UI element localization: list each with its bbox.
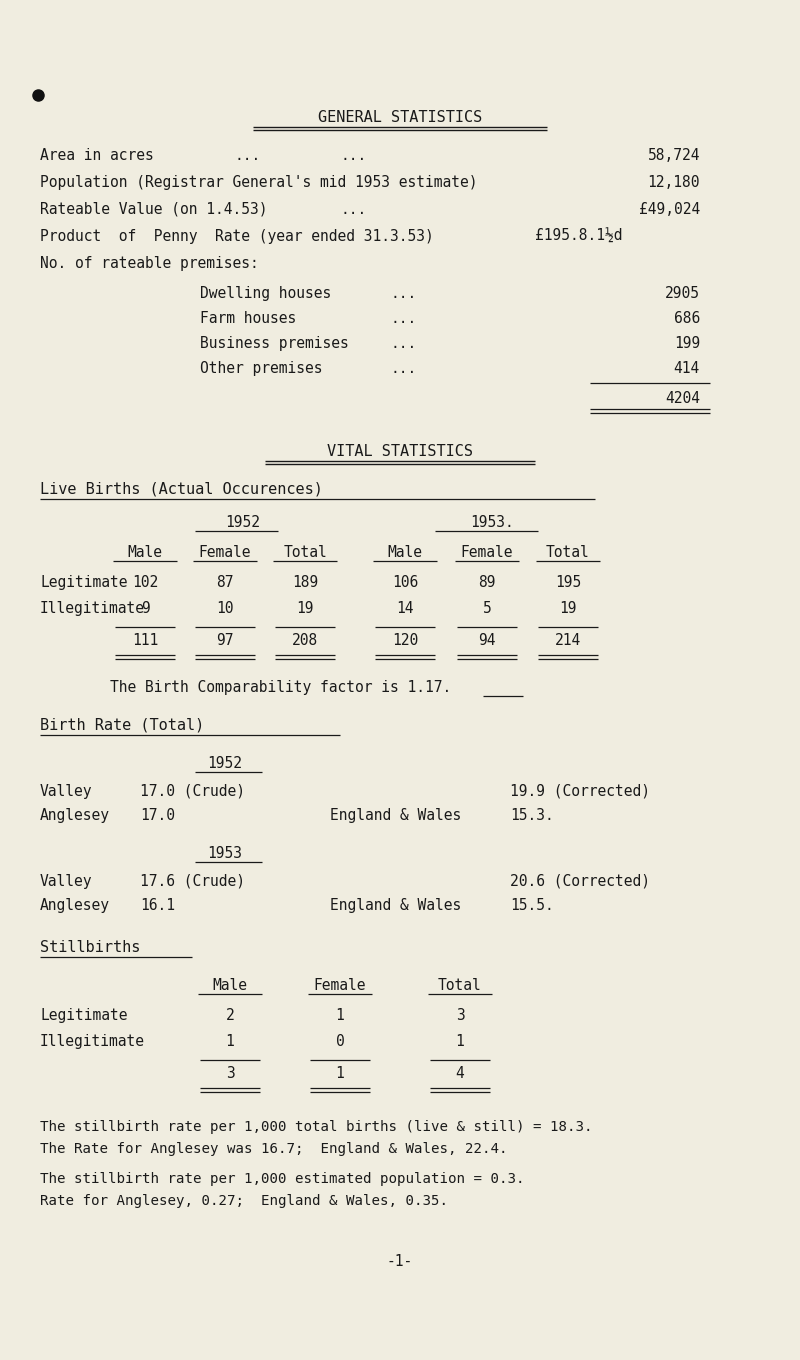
Text: The Birth Comparability factor is 1.17.: The Birth Comparability factor is 1.17. bbox=[110, 680, 451, 695]
Text: Farm houses: Farm houses bbox=[200, 311, 296, 326]
Text: Rateable Value (on 1.4.53): Rateable Value (on 1.4.53) bbox=[40, 203, 267, 218]
Text: 19: 19 bbox=[296, 601, 314, 616]
Text: ...: ... bbox=[340, 148, 366, 163]
Text: Male: Male bbox=[213, 978, 247, 993]
Text: Rate for Anglesey, 0.27;  England & Wales, 0.35.: Rate for Anglesey, 0.27; England & Wales… bbox=[40, 1194, 448, 1208]
Text: Illegitimate: Illegitimate bbox=[40, 1034, 145, 1049]
Text: Population (Registrar General's mid 1953 estimate): Population (Registrar General's mid 1953… bbox=[40, 175, 478, 190]
Text: Female: Female bbox=[461, 545, 514, 560]
Text: Female: Female bbox=[314, 978, 366, 993]
Text: England & Wales: England & Wales bbox=[330, 808, 462, 823]
Text: -1-: -1- bbox=[387, 1254, 413, 1269]
Text: 1: 1 bbox=[336, 1008, 344, 1023]
Text: England & Wales: England & Wales bbox=[330, 898, 462, 913]
Text: Male: Male bbox=[127, 545, 162, 560]
Text: 16.1: 16.1 bbox=[140, 898, 175, 913]
Text: 3: 3 bbox=[456, 1008, 464, 1023]
Text: 10: 10 bbox=[216, 601, 234, 616]
Text: Anglesey: Anglesey bbox=[40, 808, 110, 823]
Text: Legitimate: Legitimate bbox=[40, 1008, 127, 1023]
Text: 1: 1 bbox=[336, 1066, 344, 1081]
Text: 106: 106 bbox=[392, 575, 418, 590]
Text: 1953.: 1953. bbox=[470, 515, 514, 530]
Text: 19: 19 bbox=[559, 601, 577, 616]
Text: 208: 208 bbox=[292, 632, 318, 647]
Text: ...: ... bbox=[340, 203, 366, 218]
Text: ...: ... bbox=[390, 336, 416, 351]
Text: The stillbirth rate per 1,000 total births (live & still) = 18.3.: The stillbirth rate per 1,000 total birt… bbox=[40, 1121, 593, 1134]
Text: 17.0: 17.0 bbox=[140, 808, 175, 823]
Text: 686: 686 bbox=[674, 311, 700, 326]
Text: 414: 414 bbox=[674, 360, 700, 375]
Text: Female: Female bbox=[198, 545, 251, 560]
Text: 3: 3 bbox=[226, 1066, 234, 1081]
Text: 17.6 (Crude): 17.6 (Crude) bbox=[140, 874, 245, 889]
Text: Valley: Valley bbox=[40, 783, 93, 800]
Text: 120: 120 bbox=[392, 632, 418, 647]
Text: 1953: 1953 bbox=[207, 846, 242, 861]
Text: ...: ... bbox=[390, 360, 416, 375]
Text: 94: 94 bbox=[478, 632, 496, 647]
Text: 58,724: 58,724 bbox=[647, 148, 700, 163]
Text: 1: 1 bbox=[456, 1034, 464, 1049]
Text: 102: 102 bbox=[132, 575, 158, 590]
Text: Illegitimate: Illegitimate bbox=[40, 601, 145, 616]
Text: No. of rateable premises:: No. of rateable premises: bbox=[40, 256, 258, 271]
Text: 2905: 2905 bbox=[665, 286, 700, 301]
Text: 1952: 1952 bbox=[225, 515, 260, 530]
Text: Birth Rate (Total): Birth Rate (Total) bbox=[40, 718, 204, 733]
Text: Business premises: Business premises bbox=[200, 336, 349, 351]
Text: 2: 2 bbox=[226, 1008, 234, 1023]
Text: Total: Total bbox=[438, 978, 482, 993]
Text: Legitimate: Legitimate bbox=[40, 575, 127, 590]
Text: Other premises: Other premises bbox=[200, 360, 322, 375]
Text: 20.6 (Corrected): 20.6 (Corrected) bbox=[510, 874, 650, 889]
Text: £49,024: £49,024 bbox=[638, 203, 700, 218]
Text: 4: 4 bbox=[456, 1066, 464, 1081]
Text: ...: ... bbox=[235, 148, 262, 163]
Text: VITAL STATISTICS: VITAL STATISTICS bbox=[327, 443, 473, 460]
Text: 189: 189 bbox=[292, 575, 318, 590]
Text: 4204: 4204 bbox=[665, 392, 700, 407]
Text: 199: 199 bbox=[674, 336, 700, 351]
Text: 15.5.: 15.5. bbox=[510, 898, 554, 913]
Text: Dwelling houses: Dwelling houses bbox=[200, 286, 331, 301]
Text: ...: ... bbox=[390, 311, 416, 326]
Text: £195.8.1½d: £195.8.1½d bbox=[535, 228, 622, 243]
Text: 17.0 (Crude): 17.0 (Crude) bbox=[140, 783, 245, 800]
Text: 87: 87 bbox=[216, 575, 234, 590]
Text: Valley: Valley bbox=[40, 874, 93, 889]
Text: 1952: 1952 bbox=[207, 756, 242, 771]
Text: ...: ... bbox=[390, 286, 416, 301]
Text: 89: 89 bbox=[478, 575, 496, 590]
Text: Stillbirths: Stillbirths bbox=[40, 940, 140, 955]
Text: 1: 1 bbox=[226, 1034, 234, 1049]
Text: 111: 111 bbox=[132, 632, 158, 647]
Text: 97: 97 bbox=[216, 632, 234, 647]
Text: Product  of  Penny  Rate (year ended 31.3.53): Product of Penny Rate (year ended 31.3.5… bbox=[40, 228, 434, 243]
Text: The Rate for Anglesey was 16.7;  England & Wales, 22.4.: The Rate for Anglesey was 16.7; England … bbox=[40, 1142, 507, 1156]
Text: 15.3.: 15.3. bbox=[510, 808, 554, 823]
Text: 195: 195 bbox=[555, 575, 581, 590]
Text: 12,180: 12,180 bbox=[647, 175, 700, 190]
Text: Total: Total bbox=[546, 545, 590, 560]
Text: 5: 5 bbox=[482, 601, 491, 616]
Text: 9: 9 bbox=[141, 601, 150, 616]
Text: Area in acres: Area in acres bbox=[40, 148, 154, 163]
Text: 19.9 (Corrected): 19.9 (Corrected) bbox=[510, 783, 650, 800]
Text: 214: 214 bbox=[555, 632, 581, 647]
Text: 0: 0 bbox=[336, 1034, 344, 1049]
Text: GENERAL STATISTICS: GENERAL STATISTICS bbox=[318, 110, 482, 125]
Text: Male: Male bbox=[387, 545, 422, 560]
Text: Live Births (Actual Occurences): Live Births (Actual Occurences) bbox=[40, 481, 323, 496]
Text: Total: Total bbox=[283, 545, 327, 560]
Text: The stillbirth rate per 1,000 estimated population = 0.3.: The stillbirth rate per 1,000 estimated … bbox=[40, 1172, 525, 1186]
Text: 14: 14 bbox=[396, 601, 414, 616]
Text: Anglesey: Anglesey bbox=[40, 898, 110, 913]
